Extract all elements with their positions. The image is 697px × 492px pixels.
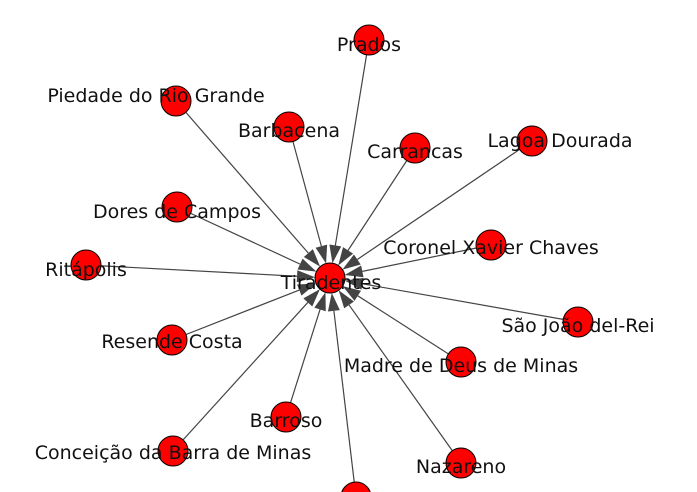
edge-barroso-to-tiradentes [285, 309, 321, 418]
node-ritapolis[interactable] [70, 249, 102, 281]
node-saojoao[interactable] [562, 306, 594, 338]
edge-ritapolis-to-tiradentes [85, 264, 298, 277]
arrowhead-nazareno [338, 290, 354, 309]
arrowhead-ritapolis [296, 270, 316, 283]
node-resende[interactable] [156, 324, 188, 356]
arrowhead-prados [329, 244, 342, 264]
node-label-coronel: Coronel Xavier Chaves [383, 237, 598, 259]
arrowheads-layer [296, 244, 364, 312]
node-lagoa[interactable] [516, 125, 548, 157]
edge-bottom-to-tiradentes [333, 310, 357, 492]
arrowhead-saojoao [344, 277, 364, 290]
arrowhead-lagoa [342, 254, 361, 270]
node-piedade[interactable] [160, 85, 192, 117]
arrowhead-barbacena [315, 244, 328, 264]
node-label-barbacena: Barbacena [238, 120, 340, 142]
arrowhead-piedade [303, 249, 321, 267]
node-barroso[interactable] [270, 401, 302, 433]
node-label-madre: Madre de Deus de Minas [344, 355, 578, 377]
labels-layer: Tiradentes Prados Piedade do Rio Grande Bar… [35, 34, 655, 478]
node-label-barroso: Barroso [250, 410, 323, 432]
nodes-layer [70, 24, 594, 492]
edge-dores-to-tiradentes [176, 206, 301, 265]
node-label-tiradentes: Tiradentes [280, 272, 382, 294]
arrowhead-bottom [327, 292, 340, 312]
node-label-conceicao: Conceição da Barra de Minas [35, 442, 312, 464]
node-nazareno[interactable] [445, 447, 477, 479]
node-conceicao[interactable] [157, 435, 189, 467]
node-bottom[interactable] [341, 481, 371, 492]
edge-conceicao-to-tiradentes [172, 302, 309, 452]
edge-carrancas-to-tiradentes [347, 147, 416, 251]
node-label-saojoao: São João del-Rei [501, 315, 654, 337]
edge-resende-to-tiradentes [171, 289, 300, 341]
node-dores[interactable] [161, 191, 193, 223]
node-prados[interactable] [353, 24, 385, 56]
edge-nazareno-to-tiradentes [348, 304, 462, 464]
node-label-resende: Resende Costa [101, 331, 242, 353]
node-coronel[interactable] [475, 229, 507, 261]
arrowhead-barroso [314, 292, 326, 312]
node-tiradentes[interactable] [314, 262, 346, 294]
edge-piedade-to-tiradentes [175, 100, 309, 254]
arrowhead-carrancas [338, 247, 354, 266]
node-madre[interactable] [445, 346, 477, 378]
node-label-carrancas: Carrancas [367, 141, 463, 163]
node-label-dores: Dores de Campos [93, 201, 261, 223]
node-carrancas[interactable] [399, 132, 431, 164]
edge-lagoa-to-tiradentes [356, 140, 533, 260]
arrowhead-conceicao [303, 289, 320, 307]
edge-barbacena-to-tiradentes [288, 126, 322, 247]
node-label-piedade: Piedade do Rio Grande [47, 85, 264, 107]
node-barbacena[interactable] [273, 111, 305, 143]
node-label-ritapolis: Ritápolis [45, 259, 127, 281]
node-label-lagoa: Lagoa Dourada [487, 130, 632, 152]
arrowhead-resende [297, 283, 317, 296]
node-label-nazareno: Nazareno [416, 456, 506, 478]
arrowhead-dores [297, 258, 317, 272]
edge-saojoao-to-tiradentes [362, 283, 579, 323]
node-label-prados: Prados [337, 34, 401, 56]
edge-coronel-to-tiradentes [362, 244, 492, 272]
edge-prados-to-tiradentes [334, 39, 370, 246]
edges-layer [85, 39, 579, 492]
arrowhead-coronel [344, 265, 364, 278]
arrowhead-madre [342, 286, 362, 301]
edge-madre-to-tiradentes [357, 295, 462, 363]
